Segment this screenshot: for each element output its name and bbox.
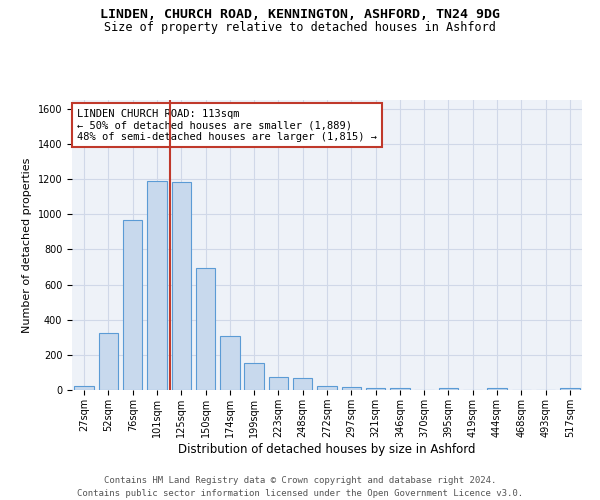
Bar: [366, 388, 385, 390]
Y-axis label: Number of detached properties: Number of detached properties: [22, 158, 32, 332]
Bar: [172, 182, 191, 390]
Text: LINDEN, CHURCH ROAD, KENNINGTON, ASHFORD, TN24 9DG: LINDEN, CHURCH ROAD, KENNINGTON, ASHFORD…: [100, 8, 500, 20]
Text: Size of property relative to detached houses in Ashford: Size of property relative to detached ho…: [104, 21, 496, 34]
Bar: [74, 386, 94, 390]
Bar: [293, 378, 313, 390]
Bar: [341, 387, 361, 390]
X-axis label: Distribution of detached houses by size in Ashford: Distribution of detached houses by size …: [178, 442, 476, 456]
Bar: [269, 377, 288, 390]
Bar: [560, 388, 580, 390]
Bar: [147, 181, 167, 390]
Bar: [99, 333, 118, 390]
Bar: [317, 386, 337, 390]
Bar: [439, 388, 458, 390]
Text: Contains HM Land Registry data © Crown copyright and database right 2024.
Contai: Contains HM Land Registry data © Crown c…: [77, 476, 523, 498]
Bar: [196, 268, 215, 390]
Bar: [123, 220, 142, 390]
Bar: [244, 363, 264, 390]
Bar: [220, 336, 239, 390]
Text: LINDEN CHURCH ROAD: 113sqm
← 50% of detached houses are smaller (1,889)
48% of s: LINDEN CHURCH ROAD: 113sqm ← 50% of deta…: [77, 108, 377, 142]
Bar: [487, 388, 507, 390]
Bar: [390, 388, 410, 390]
